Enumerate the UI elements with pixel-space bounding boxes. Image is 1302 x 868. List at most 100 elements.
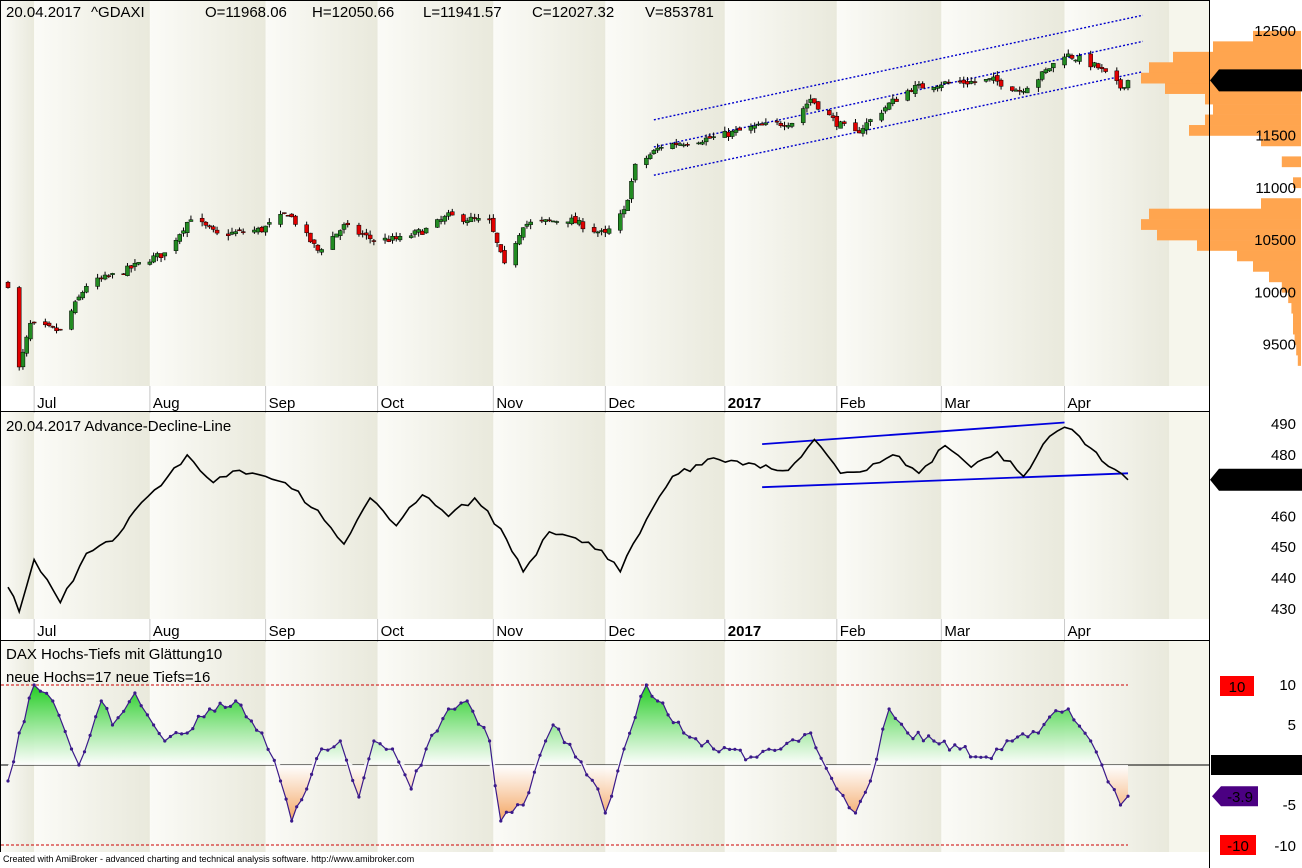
oscillator-point <box>1072 718 1076 722</box>
candle-body <box>1069 55 1075 59</box>
candle-body <box>311 239 317 244</box>
candle-body <box>644 157 649 165</box>
volume-profile-bar <box>1293 323 1301 335</box>
oscillator-point <box>362 776 366 780</box>
candle-body <box>655 147 660 151</box>
candle-body <box>181 230 186 234</box>
oscillator-point <box>290 819 294 823</box>
month-band <box>941 1 1065 386</box>
candle-body <box>842 121 847 124</box>
channel-lower <box>653 71 1144 176</box>
oscillator-point <box>1054 709 1058 713</box>
oscillator-point <box>476 722 480 726</box>
price-header-date: 20.04.2017 <box>6 4 81 21</box>
candle-body <box>360 233 365 235</box>
candle-body <box>983 79 989 82</box>
candle-body <box>879 112 884 121</box>
oscillator-point <box>887 707 891 711</box>
candle-body <box>912 85 918 94</box>
ad-line-panel[interactable]: 20.04.2017 Advance-Decline-Line 490 480 47… <box>6 416 1302 618</box>
candle-body <box>965 81 970 85</box>
oscillator-point <box>814 746 818 750</box>
oscillator-point <box>761 749 765 754</box>
oscillator-point <box>1021 732 1025 736</box>
candle-body <box>730 130 735 137</box>
candle-body <box>106 275 112 277</box>
candle-body <box>151 255 156 263</box>
oscillator-point <box>482 725 486 730</box>
candle-body <box>618 213 623 231</box>
candle-body <box>468 216 474 223</box>
candle-body <box>416 229 421 233</box>
oscillator-point <box>499 819 503 823</box>
oscillator-point <box>937 742 941 746</box>
candle-body <box>670 143 675 149</box>
month-label: Aug <box>153 623 180 640</box>
candle-body <box>491 217 496 232</box>
candle-body <box>412 230 418 235</box>
month-band <box>149 412 266 619</box>
candle-body <box>856 130 862 134</box>
oscillator-point <box>744 758 748 762</box>
candle-body <box>24 336 29 354</box>
oscillator-point <box>94 715 98 719</box>
price-header-high: H=12050.66 <box>312 4 394 21</box>
volume-profile-bar <box>1205 93 1301 105</box>
volume-profile-bar <box>1213 41 1301 53</box>
oscillator-point <box>255 728 259 732</box>
oscillator-point <box>196 714 200 718</box>
candle-body <box>961 79 966 84</box>
ad-last-value-label: 471.906 <box>1228 474 1282 491</box>
candle-body <box>464 220 470 224</box>
oscillator-point <box>579 760 583 764</box>
candle-body <box>595 231 601 234</box>
volume-profile-bar <box>1296 344 1301 356</box>
ad-channel-lower <box>762 472 1129 489</box>
hl-last-value-label: -3.9 <box>1227 789 1253 806</box>
candle-body <box>341 224 347 230</box>
candle-body <box>282 212 287 214</box>
hl-y-tick: -10 <box>1274 838 1296 855</box>
candle-body <box>1017 90 1022 92</box>
candle-body <box>774 120 780 123</box>
oscillator-point <box>122 709 126 713</box>
price-panel[interactable]: 20.04.2017 ^GDAXI O=11968.06 H=12050.66 … <box>5 1 1302 386</box>
oscillator-point <box>88 733 92 738</box>
oscillator-point <box>700 744 704 748</box>
month-label: Sep <box>269 395 296 412</box>
oscillator-point <box>544 739 548 743</box>
candle-body <box>28 323 33 340</box>
footer-credit: Created with AmiBroker - advanced charti… <box>3 854 415 864</box>
oscillator-point <box>1066 707 1070 711</box>
candle-body <box>397 236 403 241</box>
oscillator-point <box>1060 710 1064 714</box>
oscillator-point <box>610 794 614 798</box>
volume-profile-bar <box>1261 135 1301 147</box>
candle-body <box>446 212 451 217</box>
candle-body <box>136 262 141 265</box>
oscillator-point <box>995 747 999 751</box>
candle-body <box>1036 79 1041 88</box>
month-label: Nov <box>496 395 523 412</box>
oscillator-point <box>847 806 851 810</box>
candle-body <box>763 122 769 125</box>
volume-profile-bar <box>1205 114 1301 126</box>
highs-lows-panel[interactable]: DAX Hochs-Tiefs mit Glättung10 neue Hoch… <box>1 646 1302 855</box>
oscillator-point <box>899 722 904 726</box>
candle-body <box>674 142 679 146</box>
candle-body <box>1077 55 1082 62</box>
oscillator-point <box>152 723 156 727</box>
hl-upper-label: 10 <box>1229 679 1246 696</box>
oscillator-point <box>320 747 324 751</box>
oscillator-point <box>921 739 926 743</box>
candle-body <box>289 213 294 218</box>
month-band <box>377 1 494 386</box>
ad-y-tick: 440 <box>1271 570 1296 587</box>
oscillator-point <box>202 715 206 719</box>
oscillator-point <box>733 747 737 751</box>
oscillator-point <box>644 683 649 687</box>
oscillator-point <box>430 733 434 737</box>
oscillator-point <box>163 739 167 743</box>
candle-body <box>815 101 821 110</box>
